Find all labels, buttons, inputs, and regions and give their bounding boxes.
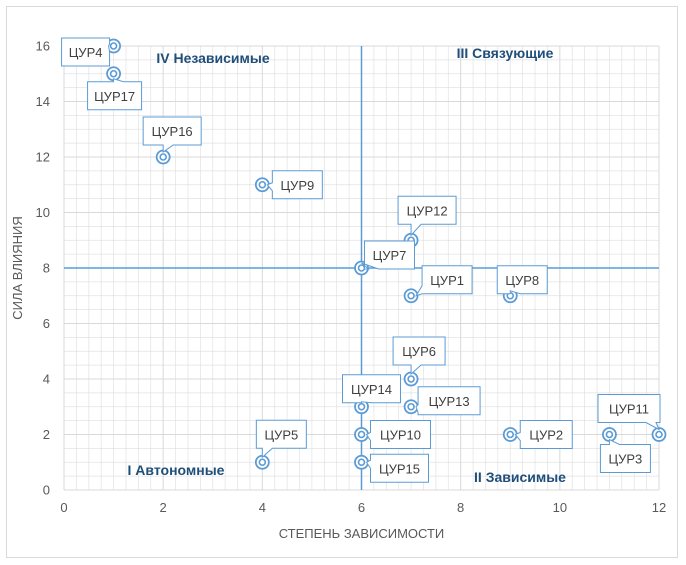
data-label-text: ЦУР4 [69, 45, 103, 60]
x-tick-label: 10 [553, 500, 567, 515]
data-labels: ЦУР4 ЦУР17 ЦУР16 ЦУР9 ЦУР12 ЦУР7 ЦУР1 ЦУР8 ЦУР6 Ц… [61, 37, 661, 483]
quadrant-labels: IV Независимые III Связующие I Автономные I… [128, 45, 567, 485]
data-label: ЦУР1 [414, 265, 473, 297]
data-label-text: ЦУР6 [402, 344, 436, 359]
tick-layer: 0 2 4 6 8 10 12 0 2 4 6 8 10 12 14 16 [36, 39, 667, 516]
data-label-text: ЦУР10 [380, 428, 421, 443]
data-point [502, 427, 518, 442]
x-tick-label: 0 [60, 500, 67, 515]
data-label-text: ЦУР7 [373, 248, 407, 263]
data-label: ЦУР16 [142, 116, 202, 153]
y-tick-label: 10 [36, 205, 50, 220]
data-point [106, 66, 121, 82]
y-axis-title: СИЛА ВЛИЯНИЯ [10, 216, 25, 319]
data-label: ЦУР8 [496, 265, 548, 295]
data-label: ЦУР17 [87, 78, 143, 111]
data-label: ЦУР15 [365, 453, 429, 483]
data-label: ЦУР14 [342, 374, 401, 404]
data-point [403, 288, 419, 304]
x-tick-label: 4 [259, 500, 266, 515]
data-label-text: ЦУР5 [264, 427, 298, 442]
quadrant-label-bottom-right: II Зависимые [474, 469, 566, 485]
data-label-text: ЦУР17 [94, 89, 135, 104]
data-label: ЦУР10 [365, 420, 431, 449]
data-point [602, 427, 617, 442]
y-tick-label: 6 [43, 316, 50, 331]
quadrant-label-bottom-left: I Автономные [128, 462, 225, 478]
x-axis-title: СТЕПЕНЬ ЗАВИСИМОСТИ [279, 526, 445, 541]
data-label-text: ЦУР13 [429, 394, 470, 409]
data-label: ЦУР5 [255, 419, 307, 459]
data-point [254, 177, 270, 193]
quadrant-label-top-left: IV Независимые [156, 50, 269, 66]
data-label: ЦУР11 [597, 394, 661, 431]
data-label-text: ЦУР3 [609, 452, 643, 467]
data-label-text: ЦУР15 [379, 461, 420, 476]
data-label-text: ЦУР16 [152, 124, 193, 139]
data-label-text: ЦУР1 [430, 273, 464, 288]
y-tick-label: 2 [43, 427, 50, 442]
data-label: ЦУР4 [61, 37, 111, 67]
x-tick-label: 12 [652, 500, 666, 515]
data-label: ЦУР9 [266, 170, 323, 200]
data-point [403, 371, 419, 387]
data-label: ЦУР12 [397, 195, 457, 237]
data-label: ЦУР13 [415, 386, 481, 416]
data-label: ЦУР7 [361, 240, 415, 270]
data-label-text: ЦУР11 [609, 402, 649, 417]
y-tick-label: 12 [36, 150, 50, 165]
data-label: ЦУР2 [514, 420, 573, 449]
data-point [354, 454, 369, 470]
y-tick-label: 16 [36, 39, 50, 54]
y-tick-label: 14 [36, 94, 50, 109]
data-label: ЦУР3 [599, 438, 651, 473]
y-tick-label: 4 [43, 372, 50, 387]
y-tick-label: 0 [43, 483, 50, 498]
data-label-text: ЦУР9 [280, 178, 314, 193]
x-tick-label: 6 [358, 500, 365, 515]
x-tick-label: 8 [457, 500, 464, 515]
data-label-text: ЦУР8 [505, 273, 539, 288]
data-label: ЦУР6 [392, 336, 446, 376]
data-label-text: ЦУР12 [407, 203, 448, 218]
y-tick-label: 8 [43, 261, 50, 276]
quadrant-label-top-right: III Связующие [457, 45, 554, 61]
x-tick-label: 2 [160, 500, 167, 515]
data-label-text: ЦУР14 [351, 382, 392, 397]
data-label-text: ЦУР2 [529, 428, 563, 443]
data-point [651, 427, 667, 442]
